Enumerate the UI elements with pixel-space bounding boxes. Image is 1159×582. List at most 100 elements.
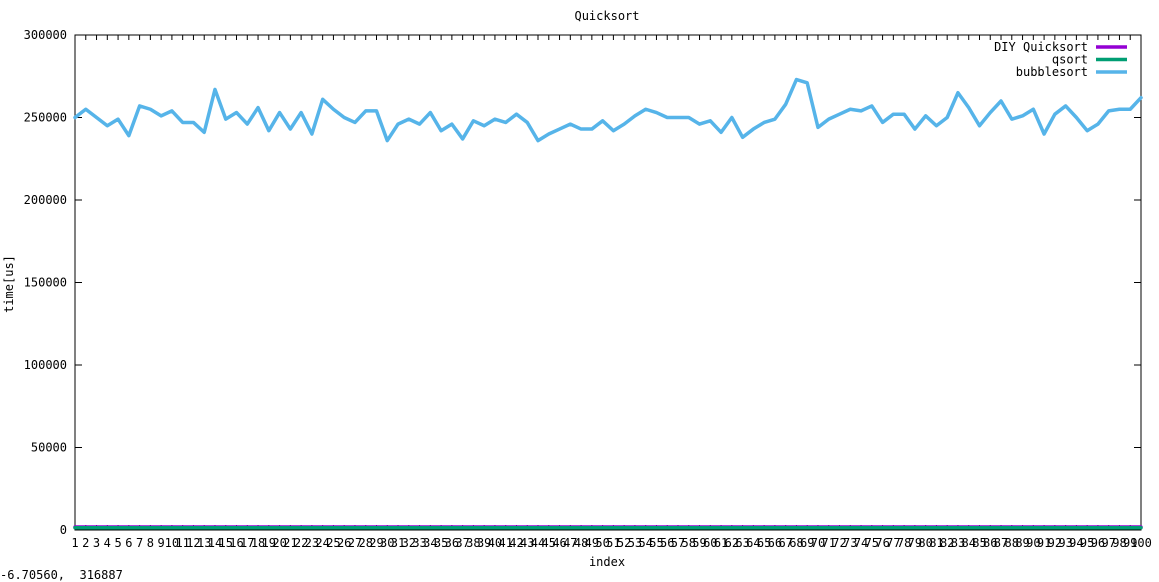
- y-axis: 0 50000 100000 150000 200000 250000 300000: [24, 28, 1141, 537]
- x-tick-label: 33: [412, 536, 426, 550]
- x-tick-label: 45: [542, 536, 556, 550]
- x-tick-label: 34: [423, 536, 437, 550]
- x-tick-label: 93: [1058, 536, 1072, 550]
- legend-label: DIY Quicksort: [994, 40, 1088, 54]
- x-tick-label: 100: [1130, 536, 1152, 550]
- y-tick-label: 50000: [31, 441, 67, 455]
- x-tick-label: 26: [337, 536, 351, 550]
- x-tick-label: 27: [348, 536, 362, 550]
- x-tick-label: 60: [703, 536, 717, 550]
- x-tick-label: 77: [886, 536, 900, 550]
- y-tick-label: 200000: [24, 193, 67, 207]
- y-tick-label: 300000: [24, 28, 67, 42]
- x-tick-label: 20: [272, 536, 286, 550]
- x-tick-label: 58: [682, 536, 696, 550]
- x-tick-label: 71: [822, 536, 836, 550]
- x-tick-label: 76: [875, 536, 889, 550]
- x-tick-label: 89: [1015, 536, 1029, 550]
- x-tick-label: 11: [175, 536, 189, 550]
- x-tick-label: 68: [789, 536, 803, 550]
- x-tick-label: 62: [725, 536, 739, 550]
- x-tick-label: 70: [811, 536, 825, 550]
- x-tick-label: 46: [552, 536, 566, 550]
- x-tick-label: 8: [147, 536, 154, 550]
- x-tick-label: 64: [746, 536, 760, 550]
- x-tick-label: 39: [477, 536, 491, 550]
- x-tick-label: 6: [125, 536, 132, 550]
- legend-label: bubblesort: [1016, 65, 1088, 79]
- x-tick-label: 49: [585, 536, 599, 550]
- x-tick-label: 63: [735, 536, 749, 550]
- x-tick-label: 51: [606, 536, 620, 550]
- y-tick-label: 100000: [24, 358, 67, 372]
- x-tick-label: 7: [136, 536, 143, 550]
- x-tick-label: 30: [380, 536, 394, 550]
- x-tick-label: 73: [843, 536, 857, 550]
- x-tick-label: 56: [660, 536, 674, 550]
- x-tick-label: 29: [369, 536, 383, 550]
- x-tick-label: 78: [897, 536, 911, 550]
- x-tick-label: 65: [757, 536, 771, 550]
- x-tick-label: 40: [488, 536, 502, 550]
- x-tick-label: 35: [434, 536, 448, 550]
- x-tick-label: 96: [1091, 536, 1105, 550]
- coordinate-readout: -6.70560, 316887: [0, 568, 123, 582]
- x-tick-label: 72: [832, 536, 846, 550]
- x-tick-label: 38: [466, 536, 480, 550]
- x-tick-label: 10: [165, 536, 179, 550]
- x-tick-label: 92: [1048, 536, 1062, 550]
- x-tick-label: 23: [305, 536, 319, 550]
- x-tick-label: 85: [972, 536, 986, 550]
- x-tick-label: 16: [229, 536, 243, 550]
- x-tick-label: 86: [983, 536, 997, 550]
- x-tick-label: 12: [186, 536, 200, 550]
- series-group: [73, 77, 1143, 530]
- x-tick-label: 41: [498, 536, 512, 550]
- x-tick-label: 36: [445, 536, 459, 550]
- x-tick-label: 47: [563, 536, 577, 550]
- x-tick-label: 79: [908, 536, 922, 550]
- y-axis-title: time[us]: [2, 255, 16, 313]
- x-tick-label: 83: [951, 536, 965, 550]
- x-tick-label: 13: [197, 536, 211, 550]
- legend-label: qsort: [1052, 53, 1088, 67]
- x-tick-label: 90: [1026, 536, 1040, 550]
- x-tick-label: 18: [251, 536, 265, 550]
- x-tick-label: 87: [994, 536, 1008, 550]
- chart-title: Quicksort: [574, 9, 639, 23]
- x-tick-label: 75: [865, 536, 879, 550]
- x-tick-label: 25: [326, 536, 340, 550]
- x-tick-label: 54: [638, 536, 652, 550]
- x-tick-label: 97: [1101, 536, 1115, 550]
- x-tick-label: 9: [158, 536, 165, 550]
- x-tick-label: 57: [671, 536, 685, 550]
- x-tick-label: 94: [1069, 536, 1083, 550]
- x-tick-label: 19: [262, 536, 276, 550]
- plot-border: [74, 34, 1142, 531]
- x-tick-label: 37: [455, 536, 469, 550]
- x-tick-label: 95: [1080, 536, 1094, 550]
- x-tick-label: 28: [359, 536, 373, 550]
- x-tick-label: 53: [628, 536, 642, 550]
- x-tick-label: 4: [104, 536, 111, 550]
- x-tick-label: 42: [509, 536, 523, 550]
- x-tick-label: 74: [854, 536, 868, 550]
- x-tick-label: 91: [1037, 536, 1051, 550]
- x-tick-label: 44: [531, 536, 545, 550]
- x-tick-label: 5: [114, 536, 121, 550]
- x-tick-label: 17: [240, 536, 254, 550]
- x-tick-label: 2: [82, 536, 89, 550]
- x-tick-label: 98: [1112, 536, 1126, 550]
- x-tick-label: 61: [714, 536, 728, 550]
- x-tick-label: 31: [391, 536, 405, 550]
- x-tick-label: 24: [315, 536, 329, 550]
- x-tick-label: 59: [692, 536, 706, 550]
- x-tick-label: 21: [283, 536, 297, 550]
- series-line-bubblesort: [73, 77, 1143, 143]
- x-tick-label: 55: [649, 536, 663, 550]
- x-tick-label: 48: [574, 536, 588, 550]
- x-tick-label: 32: [402, 536, 416, 550]
- x-tick-label: 81: [929, 536, 943, 550]
